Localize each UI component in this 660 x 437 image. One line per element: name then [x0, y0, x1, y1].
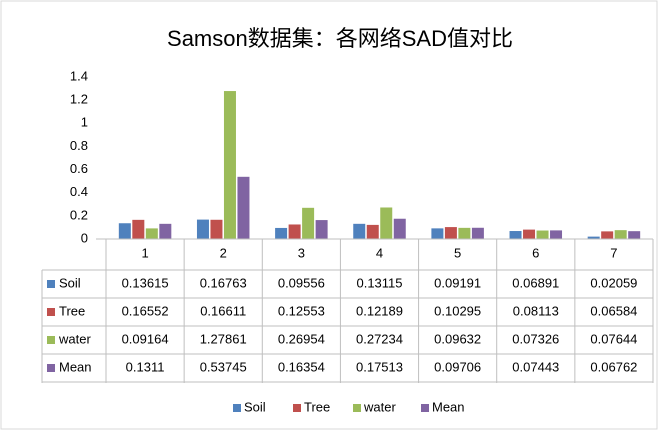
- bar: [393, 218, 406, 239]
- table-cell: 0.13615: [122, 275, 169, 290]
- table-cell: 0.09706: [434, 359, 481, 374]
- table-cell: 0.27234: [356, 331, 403, 346]
- table-cell: 1.27861: [200, 331, 247, 346]
- y-tick-label: 0: [81, 230, 88, 245]
- y-tick-label: 0.6: [70, 161, 88, 176]
- bar: [444, 227, 457, 239]
- legend-label: Tree: [304, 399, 330, 414]
- x-tick-label: 1: [141, 245, 148, 260]
- bar: [380, 207, 393, 239]
- bar: [210, 219, 223, 239]
- bar: [550, 230, 563, 239]
- y-tick-label: 0.4: [70, 184, 88, 199]
- table-cell: 0.09556: [278, 275, 325, 290]
- x-tick-label: 6: [532, 245, 539, 260]
- table-cell: 0.06891: [512, 275, 559, 290]
- legend-key: [47, 308, 55, 316]
- y-tick-label: 0.2: [70, 207, 88, 222]
- table-cell: 0.07443: [512, 359, 559, 374]
- table-cell: 0.06762: [590, 359, 637, 374]
- table-cell: 0.26954: [278, 331, 325, 346]
- bar: [536, 230, 549, 239]
- table-cell: 0.09164: [122, 331, 169, 346]
- bar: [132, 219, 145, 239]
- x-tick-label: 7: [610, 245, 617, 260]
- bar: [196, 219, 209, 239]
- table-series-label: Mean: [59, 359, 92, 374]
- table-cell: 0.17513: [356, 359, 403, 374]
- legend-label: water: [363, 399, 396, 414]
- bar: [118, 223, 131, 239]
- bar: [509, 231, 522, 239]
- table-cell: 0.13115: [356, 275, 402, 290]
- table-cell: 0.16611: [200, 303, 246, 318]
- table-cell: 0.1311: [126, 359, 165, 374]
- table-cell: 0.12189: [356, 303, 403, 318]
- bar: [458, 227, 471, 239]
- x-tick-label: 4: [376, 245, 383, 260]
- bar: [601, 231, 614, 239]
- bar: [471, 227, 484, 239]
- bar: [145, 228, 158, 239]
- bar: [431, 228, 444, 239]
- x-tick-label: 5: [454, 245, 461, 260]
- bar: [353, 223, 366, 239]
- bar: [614, 230, 627, 239]
- legend-label: Mean: [432, 399, 465, 414]
- table-cell: 0.10295: [434, 303, 481, 318]
- bar: [288, 224, 301, 239]
- table-cell: 0.08113: [513, 303, 559, 318]
- bar: [275, 227, 288, 239]
- table-series-label: Tree: [59, 303, 85, 318]
- bar: [223, 91, 236, 239]
- y-tick-label: 1.4: [70, 68, 88, 83]
- legend-key: [233, 404, 241, 412]
- table-cell: 0.53745: [200, 359, 247, 374]
- bar: [159, 223, 172, 239]
- bar: [237, 176, 250, 239]
- bar: [315, 220, 328, 239]
- table-series-label: Soil: [59, 275, 81, 290]
- bar: [366, 224, 379, 239]
- table-series-label: water: [58, 331, 91, 346]
- y-tick-label: 0.8: [70, 138, 88, 153]
- table-cell: 0.16552: [122, 303, 169, 318]
- table-cell: 0.02059: [590, 275, 637, 290]
- legend-key: [421, 404, 429, 412]
- bar: [302, 207, 315, 239]
- chart-title: Samson数据集：各网络SAD值对比: [167, 26, 513, 51]
- legend-label: Soil: [244, 399, 266, 414]
- bar: [523, 229, 536, 239]
- table-cell: 0.12553: [278, 303, 325, 318]
- table-cell: 0.16763: [200, 275, 247, 290]
- bar: [628, 231, 641, 239]
- y-tick-label: 1.2: [70, 92, 88, 107]
- table-cell: 0.09632: [434, 331, 481, 346]
- table-cell: 0.16354: [278, 359, 325, 374]
- x-tick-label: 3: [298, 245, 305, 260]
- legend-key: [293, 404, 301, 412]
- legend-key: [353, 404, 361, 412]
- table-cell: 0.09191: [434, 275, 481, 290]
- table-cell: 0.07326: [512, 331, 559, 346]
- table-cell: 0.07644: [590, 331, 637, 346]
- legend-key: [47, 364, 55, 372]
- bar: [587, 236, 600, 239]
- y-tick-label: 1: [81, 115, 88, 130]
- legend-key: [47, 280, 55, 288]
- x-tick-label: 2: [220, 245, 227, 260]
- table-cell: 0.06584: [590, 303, 637, 318]
- legend-key: [47, 336, 55, 344]
